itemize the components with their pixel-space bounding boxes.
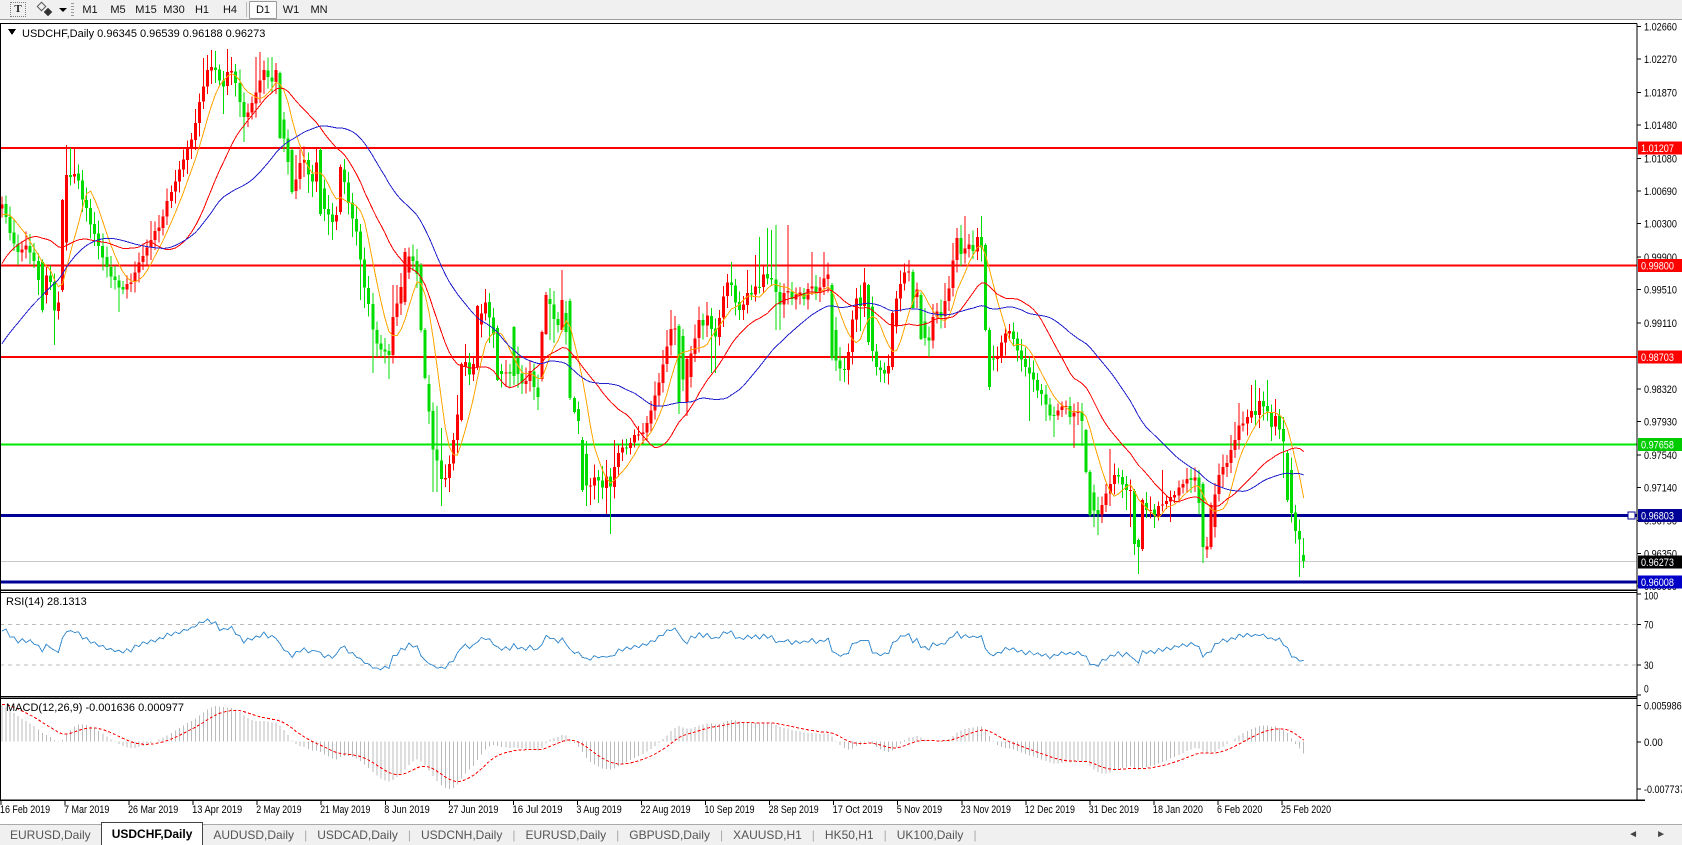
svg-text:7 Mar 2019: 7 Mar 2019 bbox=[64, 804, 109, 816]
svg-text:13 Apr 2019: 13 Apr 2019 bbox=[192, 804, 242, 816]
svg-text:18 Jan 2020: 18 Jan 2020 bbox=[1153, 804, 1203, 816]
svg-text:25 Feb 2020: 25 Feb 2020 bbox=[1281, 804, 1331, 816]
svg-text:17 Oct 2019: 17 Oct 2019 bbox=[833, 804, 883, 816]
svg-text:0.96273: 0.96273 bbox=[1641, 557, 1674, 569]
svg-text:0.00: 0.00 bbox=[1644, 737, 1663, 749]
svg-text:10 Sep 2019: 10 Sep 2019 bbox=[705, 804, 755, 816]
svg-text:16 Feb 2019: 16 Feb 2019 bbox=[0, 804, 50, 816]
svg-text:2 May 2019: 2 May 2019 bbox=[256, 804, 301, 816]
svg-text:16 Jul 2019: 16 Jul 2019 bbox=[512, 804, 562, 816]
svg-text:0.97930: 0.97930 bbox=[1644, 417, 1677, 429]
svg-text:0.97140: 0.97140 bbox=[1644, 483, 1677, 495]
svg-text:0.99510: 0.99510 bbox=[1644, 285, 1677, 297]
svg-text:1.02270: 1.02270 bbox=[1644, 54, 1677, 66]
svg-text:0.98703: 0.98703 bbox=[1641, 352, 1674, 364]
svg-text:8 Jun 2019: 8 Jun 2019 bbox=[384, 804, 429, 816]
svg-text:1.02660: 1.02660 bbox=[1644, 21, 1677, 33]
svg-text:0.005986: 0.005986 bbox=[1644, 700, 1682, 712]
svg-text:1.00690: 1.00690 bbox=[1644, 186, 1677, 198]
svg-text:1.01480: 1.01480 bbox=[1644, 120, 1677, 132]
svg-text:0.96008: 0.96008 bbox=[1641, 577, 1674, 589]
svg-text:23 Nov 2019: 23 Nov 2019 bbox=[961, 804, 1011, 816]
svg-text:6 Feb 2020: 6 Feb 2020 bbox=[1217, 804, 1262, 816]
svg-text:0: 0 bbox=[1644, 684, 1649, 696]
svg-text:12 Dec 2019: 12 Dec 2019 bbox=[1025, 804, 1075, 816]
svg-text:100: 100 bbox=[1644, 591, 1658, 603]
svg-text:31 Dec 2019: 31 Dec 2019 bbox=[1089, 804, 1139, 816]
svg-text:1.01207: 1.01207 bbox=[1641, 143, 1674, 155]
svg-text:28 Sep 2019: 28 Sep 2019 bbox=[769, 804, 819, 816]
svg-text:0.99800: 0.99800 bbox=[1641, 260, 1674, 272]
svg-text:1.01080: 1.01080 bbox=[1644, 153, 1677, 165]
svg-text:1.00300: 1.00300 bbox=[1644, 219, 1677, 231]
svg-text:0.97540: 0.97540 bbox=[1644, 450, 1677, 462]
svg-text:5 Nov 2019: 5 Nov 2019 bbox=[897, 804, 942, 816]
svg-text:USDCHF,Daily 0.96345 0.96539: USDCHF,Daily 0.96345 0.96539 0.96188 0.9… bbox=[22, 28, 265, 40]
svg-text:-0.007737: -0.007737 bbox=[1644, 784, 1682, 796]
svg-text:21 May 2019: 21 May 2019 bbox=[320, 804, 370, 816]
svg-text:0.99110: 0.99110 bbox=[1644, 318, 1677, 330]
svg-text:30: 30 bbox=[1644, 660, 1653, 672]
svg-text:70: 70 bbox=[1644, 619, 1653, 631]
svg-text:MACD(12,26,9) -0.001636 0.0009: MACD(12,26,9) -0.001636 0.000977 bbox=[6, 702, 184, 714]
svg-text:22 Aug 2019: 22 Aug 2019 bbox=[641, 804, 691, 816]
svg-text:26 Mar 2019: 26 Mar 2019 bbox=[128, 804, 178, 816]
svg-text:RSI(14) 28.1313: RSI(14) 28.1313 bbox=[6, 596, 87, 608]
svg-text:0.98320: 0.98320 bbox=[1644, 384, 1677, 396]
svg-text:1.01870: 1.01870 bbox=[1644, 87, 1677, 99]
svg-text:0.97658: 0.97658 bbox=[1641, 439, 1674, 451]
svg-text:3 Aug 2019: 3 Aug 2019 bbox=[576, 804, 621, 816]
svg-text:27 Jun 2019: 27 Jun 2019 bbox=[448, 804, 498, 816]
svg-text:0.96803: 0.96803 bbox=[1641, 511, 1674, 523]
